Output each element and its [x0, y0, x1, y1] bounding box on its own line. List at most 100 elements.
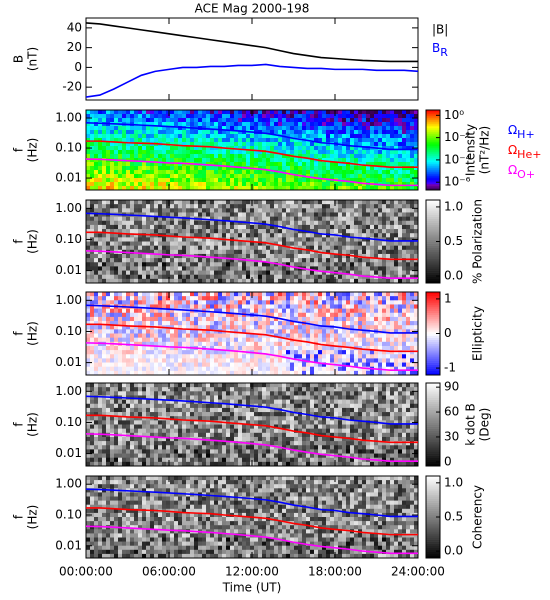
- spectrogram-cell: [182, 258, 187, 263]
- spectrogram-cell: [366, 354, 371, 359]
- spectrogram-cell: [114, 308, 119, 314]
- spectrogram-cell: [154, 341, 159, 347]
- spectrogram-cell: [302, 220, 307, 226]
- spectrogram-cell: [178, 316, 183, 322]
- spectrogram-cell: [206, 329, 211, 334]
- spectrogram-cell: [126, 224, 131, 230]
- spectrogram-cell: [158, 166, 163, 171]
- spectrogram-cell: [214, 178, 219, 183]
- spectrogram-cell: [314, 370, 319, 376]
- spectrogram-cell: [158, 182, 163, 187]
- spectrogram-cell: [166, 118, 171, 123]
- spectrogram-cell: [318, 122, 323, 127]
- spectrogram-cell: [114, 216, 119, 222]
- colorbar-cell: [426, 114, 440, 117]
- spectrogram-cell: [342, 266, 347, 271]
- spectrogram-cell: [278, 216, 283, 222]
- spectrogram-cell: [254, 278, 259, 284]
- spectrogram-cell: [306, 150, 311, 155]
- spectrogram-cell: [242, 354, 247, 359]
- spectrogram-cell: [286, 142, 291, 147]
- spectrogram-cell: [414, 134, 419, 139]
- spectrogram-cell: [130, 220, 135, 226]
- spectrogram-cell: [94, 292, 99, 297]
- spectrogram-cell: [194, 138, 199, 143]
- spectrogram-cell: [338, 229, 343, 234]
- spectrogram-cell: [114, 354, 119, 359]
- colorbar-cell: [426, 266, 440, 269]
- spectrogram-cell: [138, 142, 143, 147]
- spectrogram-cell: [294, 333, 299, 338]
- spectrogram-cell: [374, 262, 379, 267]
- spectrogram-cell: [378, 308, 383, 314]
- spectrogram-cell: [98, 216, 103, 222]
- spectrogram-cell: [342, 162, 347, 167]
- spectrogram-cell: [394, 170, 399, 175]
- spectrogram-cell: [398, 241, 403, 246]
- spectrogram-cell: [230, 245, 235, 251]
- spectrogram-cell: [98, 118, 103, 123]
- spectrogram-cell: [274, 186, 279, 191]
- spectrogram-cell: [258, 241, 263, 246]
- spectrogram-cell: [282, 212, 287, 217]
- spectrogram-cell: [202, 166, 207, 171]
- spectrogram-cell: [378, 138, 383, 143]
- spectrogram-cell: [154, 274, 159, 280]
- spectrogram-cell: [170, 138, 175, 143]
- spectrogram-cell: [358, 158, 363, 163]
- spectrogram-cell: [406, 170, 411, 175]
- spectrogram-cell: [138, 366, 143, 372]
- spectrogram-cell: [362, 134, 367, 139]
- spectrogram-cell: [346, 262, 351, 267]
- spectrogram-cell: [142, 341, 147, 347]
- spectrogram-cell: [86, 186, 91, 191]
- spectrogram-cell: [118, 274, 123, 280]
- spectrogram-cell: [274, 253, 279, 259]
- spectrogram-cell: [210, 245, 215, 251]
- spectrogram-cell: [222, 216, 227, 222]
- spectrogram-cell: [186, 170, 191, 175]
- spectrogram-cell: [330, 114, 335, 119]
- spectrogram-cell: [130, 370, 135, 376]
- spectrogram-cell: [350, 329, 355, 334]
- spectrogram-cell: [398, 274, 403, 280]
- spectrogram-cell: [130, 308, 135, 314]
- spectrogram-cell: [350, 216, 355, 222]
- spectrogram-cell: [150, 362, 155, 367]
- spectrogram-cell: [362, 122, 367, 127]
- spectrogram-cell: [94, 270, 99, 275]
- spectrogram-cell: [406, 154, 411, 159]
- spectrogram-cell: [322, 162, 327, 167]
- spectrogram-cell: [346, 333, 351, 338]
- spectrogram-cell: [194, 237, 199, 242]
- spectrogram-cell: [238, 212, 243, 217]
- spectrogram-cell: [166, 166, 171, 171]
- spectrogram-cell: [402, 237, 407, 242]
- spectrogram-cell: [282, 233, 287, 238]
- spectrogram-cell: [234, 245, 239, 251]
- spectrogram-cell: [86, 170, 91, 175]
- spectrogram-cell: [366, 258, 371, 263]
- spectrogram-cell: [262, 258, 267, 263]
- spectrogram-cell: [346, 358, 351, 363]
- spectrogram-cell: [390, 142, 395, 147]
- spectrogram-cell: [106, 233, 111, 238]
- spectrogram-cell: [114, 321, 119, 326]
- spectrogram-cell: [398, 182, 403, 187]
- spectrogram-cell: [158, 312, 163, 318]
- spectrogram-cell: [142, 224, 147, 230]
- spectrogram-cell: [330, 312, 335, 318]
- spectrogram-cell: [158, 216, 163, 222]
- spectrogram-cell: [246, 162, 251, 167]
- spectrogram-cell: [190, 114, 195, 119]
- spectrogram-cell: [118, 312, 123, 318]
- spectrogram-cell: [270, 312, 275, 318]
- spectrogram-cell: [302, 245, 307, 251]
- spectrogram-cell: [178, 329, 183, 334]
- spectrogram-cell: [338, 134, 343, 139]
- spectrogram-cell: [282, 110, 287, 115]
- spectrogram-cell: [270, 253, 275, 259]
- legend-label: ΩHe+: [508, 143, 541, 162]
- spectrogram-cell: [306, 130, 311, 135]
- spectrogram-cell: [354, 249, 359, 255]
